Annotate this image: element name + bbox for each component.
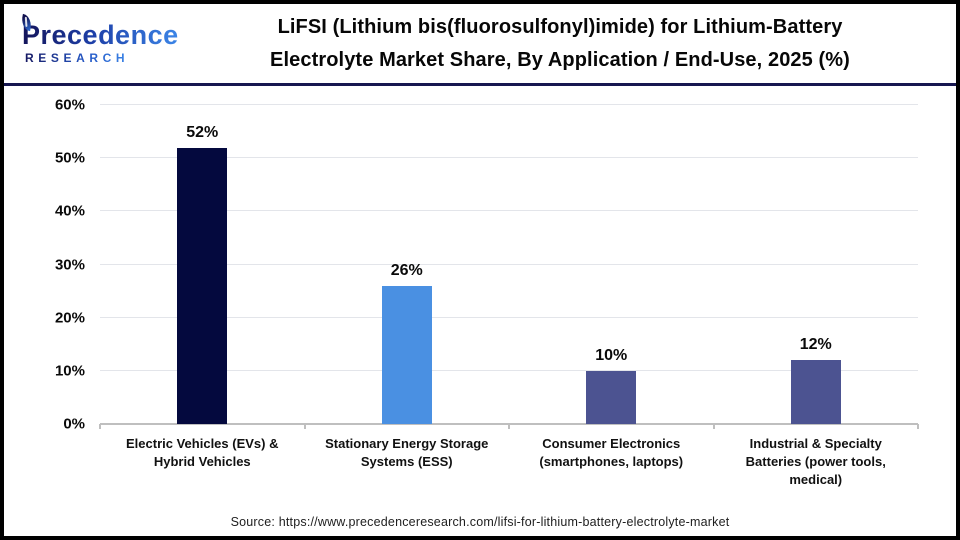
bar-slot: 12% <box>714 105 919 424</box>
x-axis-tick <box>303 424 306 429</box>
x-axis-tick <box>712 424 715 429</box>
x-axis-tick <box>917 424 919 429</box>
bar-value-label: 12% <box>799 336 832 354</box>
chart-title-line1: LiFSI (Lithium bis(fluorosulfonyl)imide)… <box>277 16 843 39</box>
bar-value-label: 26% <box>390 261 423 279</box>
header: Precedence RESEARCH LiFSI (Lithium bis(f… <box>4 4 956 86</box>
x-axis-tick <box>99 424 101 429</box>
gridline <box>100 104 918 105</box>
bar-slot: 26% <box>305 105 510 424</box>
bar-1: 52% <box>177 124 228 424</box>
bar-value-label: 10% <box>595 346 628 364</box>
bar-slot: 52% <box>100 105 305 424</box>
category-label: Electric Vehicles (EVs) & Hybrid Vehicle… <box>126 436 279 470</box>
bar-3: 10% <box>586 347 637 424</box>
source-text: Source: https://www.precedenceresearch.c… <box>230 515 730 529</box>
plot-area: 0% 10% 20% 30% 40% 50% 60% 52% Electric Vehicles… <box>55 98 919 487</box>
y-axis-tick-label: 50% <box>54 149 85 167</box>
category-label: Consumer Electronics (smartphones, lapto… <box>539 436 684 470</box>
precedence-research-logo: Precedence RESEARCH <box>18 13 179 65</box>
y-axis-tick-label: 10% <box>54 362 85 380</box>
bar-2: 26% <box>381 262 432 424</box>
category-label: Industrial & Specialty Batteries (power … <box>745 436 886 488</box>
logo-brand-name: Precedence <box>22 20 179 50</box>
bar-slot: 10% <box>509 105 714 424</box>
gridline <box>100 369 918 371</box>
gridline <box>100 157 918 159</box>
chart-title-line2: Electrolyte Market Share, By Application… <box>270 48 850 71</box>
bar-value-label: 52% <box>186 123 219 141</box>
y-axis-tick-label: 40% <box>54 202 85 220</box>
logo-name-row: Precedence <box>19 13 179 50</box>
category-label: Stationary Energy Storage Systems (ESS) <box>325 436 489 470</box>
gridline <box>100 210 918 212</box>
logo-brand-subname: RESEARCH <box>22 51 129 65</box>
y-axis-tick-label: 0% <box>63 415 85 433</box>
chart-title: LiFSI (Lithium bis(fluorosulfonyl)imide)… <box>176 11 944 76</box>
y-axis-tick-label: 30% <box>54 256 85 273</box>
y-axis-tick-label: 60% <box>54 96 85 114</box>
gridline <box>100 263 918 265</box>
gridline <box>100 316 918 318</box>
x-axis-tick <box>508 424 510 429</box>
y-axis-tick-label: 20% <box>54 309 85 327</box>
bar-4: 12% <box>790 337 841 424</box>
